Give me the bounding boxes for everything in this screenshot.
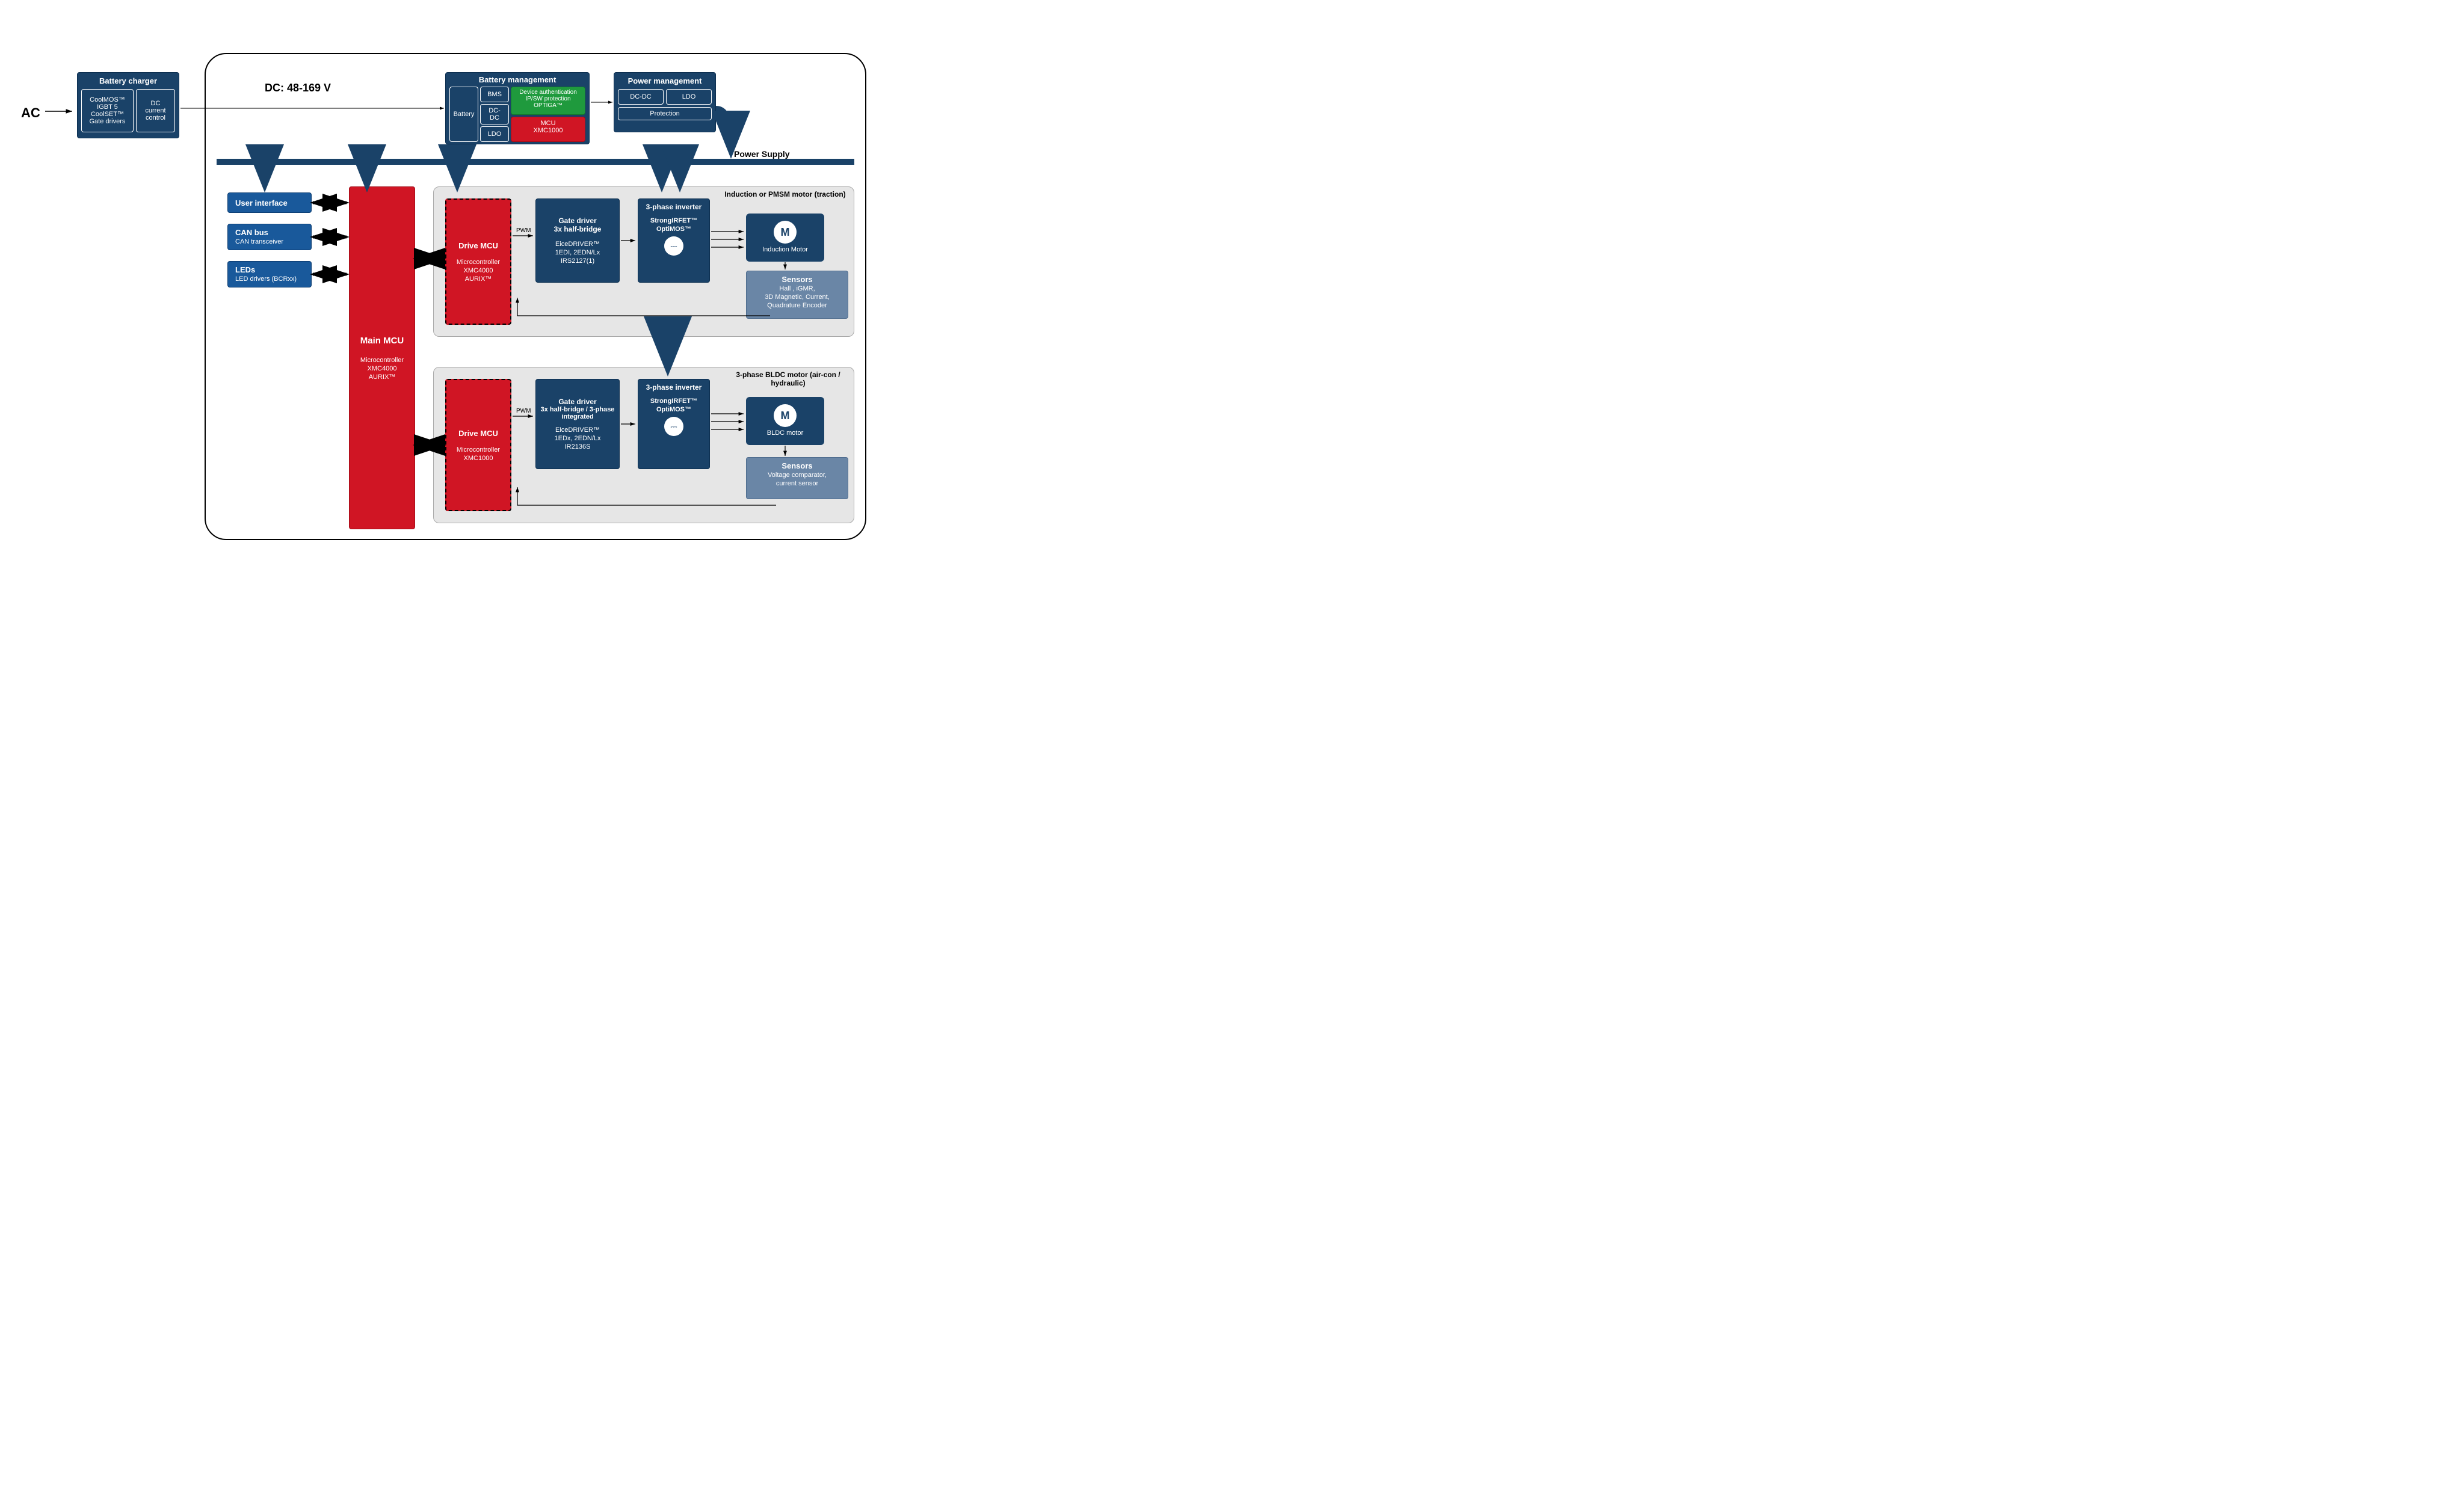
drive1-mcu: Drive MCU Microcontroller XMC4000 AURIX™ <box>445 198 511 325</box>
bm-battery: Battery <box>449 87 478 142</box>
drive2-motor: M BLDC motor <box>746 397 824 445</box>
diagram-canvas: AC Battery charger CoolMOS™ IGBT 5 CoolS… <box>12 12 884 553</box>
bm-dcdc: DC-DC <box>480 104 509 124</box>
user-interface-block: User interface <box>227 192 312 213</box>
battery-management: Battery management Battery BMS DC-DC LDO… <box>445 72 590 144</box>
bm-ldo: LDO <box>480 126 509 142</box>
pm-protection: Protection <box>618 107 712 120</box>
drive1-inverter: 3-phase inverter StrongIRFET™ OptiMOS™ ⎓ <box>638 198 710 283</box>
power-bus <box>217 159 854 165</box>
pm-dcdc: DC-DC <box>618 89 664 105</box>
drive1-gate-driver: Gate driver 3x half-bridge EiceDRIVER™ 1… <box>535 198 620 283</box>
pm-ldo: LDO <box>666 89 712 105</box>
power-management: Power management DC-DC LDO Protection <box>614 72 716 132</box>
bm-optiga: Device authentication IP/SW protection O… <box>511 87 585 115</box>
inverter-icon: ⎓ <box>664 236 683 256</box>
drive1-pwm-label: PWM <box>516 227 531 234</box>
drive2-gate-driver: Gate driver 3x half-bridge / 3-phase int… <box>535 379 620 469</box>
motor-icon: M <box>774 404 797 427</box>
drive1-motor: M Induction Motor <box>746 214 824 262</box>
main-mcu: Main MCU Microcontroller XMC4000 AURIX™ <box>349 186 415 529</box>
bm-bms: BMS <box>480 87 509 102</box>
drive2-inverter: 3-phase inverter StrongIRFET™ OptiMOS™ ⎓ <box>638 379 710 469</box>
bm-mcu: MCU XMC1000 <box>511 117 585 142</box>
leds-block: LEDs LED drivers (BCRxx) <box>227 261 312 287</box>
dc-label: DC: 48-169 V <box>265 82 331 94</box>
drive2-pwm-label: PWM <box>516 408 531 414</box>
battery-charger-title: Battery charger <box>81 76 175 85</box>
drive2-mcu: Drive MCU Microcontroller XMC1000 <box>445 379 511 511</box>
power-mgmt-title: Power management <box>618 76 712 85</box>
battery-charger-col2: DC current control <box>136 89 175 132</box>
battery-charger-col1: CoolMOS™ IGBT 5 CoolSET™ Gate drivers <box>81 89 134 132</box>
power-supply-label: Power Supply <box>734 149 790 159</box>
drive2-motor-group-label: 3-phase BLDC motor (air-con / hydraulic) <box>728 370 848 387</box>
battery-charger: Battery charger CoolMOS™ IGBT 5 CoolSET™… <box>77 72 179 138</box>
drive2-sensors: Sensors Voltage comparator, current sens… <box>746 457 848 499</box>
drive1-sensors: Sensors Hall , iGMR, 3D Magnetic, Curren… <box>746 271 848 319</box>
motor-icon: M <box>774 221 797 244</box>
ac-label: AC <box>21 105 40 121</box>
can-bus-block: CAN bus CAN transceiver <box>227 224 312 250</box>
battery-mgmt-title: Battery management <box>449 75 585 84</box>
drive1-motor-group-label: Induction or PMSM motor (traction) <box>722 190 848 198</box>
inverter-icon: ⎓ <box>664 417 683 436</box>
